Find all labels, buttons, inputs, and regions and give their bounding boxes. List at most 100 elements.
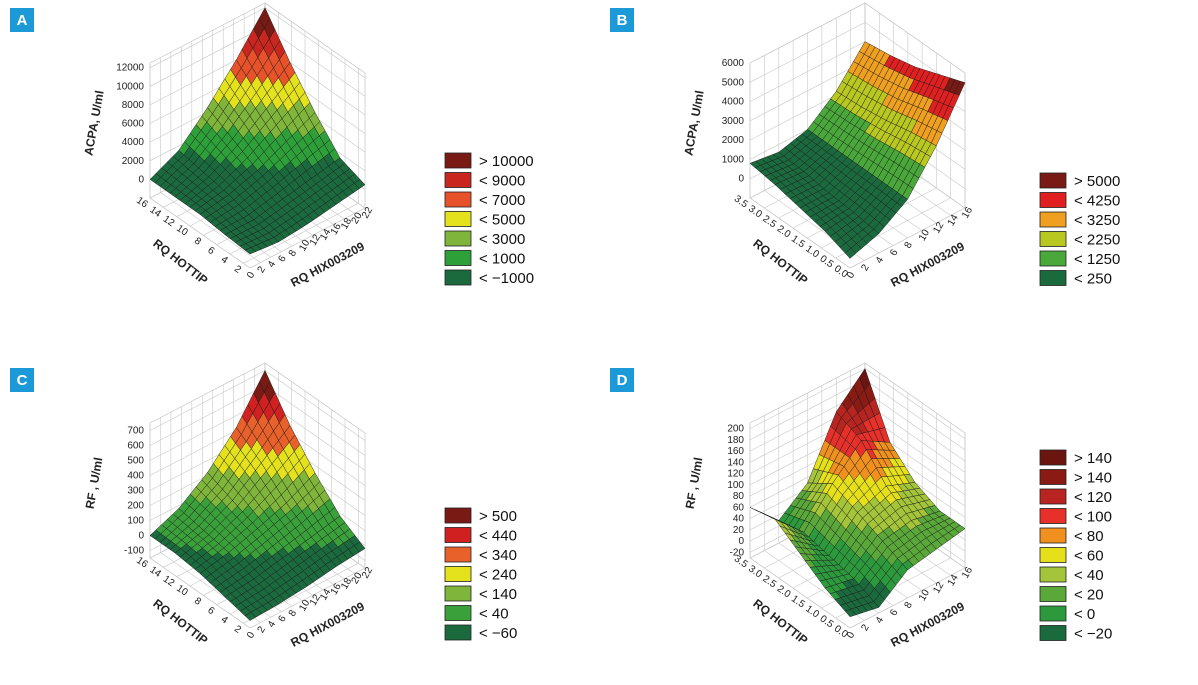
x-tick-label: 8 [192,596,203,608]
z-tick-label: 0 [738,174,744,185]
panel: B01000200030004000500060000.00.51.01.52.… [610,2,1120,290]
legend-label: < 250 [1074,271,1112,288]
y-tick-label: 22 [360,565,375,581]
y-tick-label: 10 [917,587,932,603]
surface-patch [244,247,257,255]
legend-label: < 40 [1074,567,1104,584]
legend-label: < 120 [1074,489,1112,506]
x-axis-title: RQ HOTTIP [150,596,210,647]
legend-swatch [444,624,472,641]
x-axis-title: RQ HOTTIP [150,236,210,287]
legend-swatch [444,269,472,286]
y-tick-label: 16 [329,581,344,597]
z-tick-label: -20 [730,547,745,558]
x-tick-label: 12 [161,574,177,590]
x-tick-label: 6 [205,245,216,257]
legend-swatch [1039,566,1067,583]
panel-badge [10,368,34,392]
legend-swatch [444,152,472,169]
legend-swatch [1039,449,1067,466]
y-tick-label: 16 [960,565,975,581]
legend-label: > 140 [1074,470,1112,487]
legend-label: < 9000 [479,173,525,190]
legend-label: < 3250 [1074,212,1120,229]
legend-swatch [444,507,472,524]
y-tick-label: 12 [308,232,323,248]
y-tick-label: 16 [960,205,975,221]
z-tick-label: 60 [733,502,745,513]
y-tick-label: 20 [350,210,365,226]
legend-label: > 10000 [479,153,534,170]
y-tick-label: 8 [903,600,916,611]
z-tick-label: 200 [127,501,144,512]
y-tick-label: 10 [917,227,932,243]
y-tick-label: 4 [266,259,279,270]
legend-label: < 3000 [479,231,525,248]
legend-label: < 1000 [479,251,525,268]
y-tick-label: 2 [859,262,872,273]
legend-swatch [444,172,472,188]
y-tick-label: 8 [287,608,300,619]
legend-swatch [1039,192,1067,208]
legend-label: < 240 [479,567,517,584]
y-tick-label: 12 [931,580,946,596]
y-tick-label: 22 [360,205,375,221]
legend-label: < 5000 [479,212,525,229]
z-tick-label: 0 [138,174,144,185]
legend-label: < 4250 [1074,193,1120,210]
legend-label: < 440 [479,528,517,545]
panel-label: C [17,372,28,389]
legend-swatch [444,605,472,621]
y-tick-label: 8 [903,240,916,251]
y-tick-label: 20 [350,570,365,586]
z-tick-label: 0 [138,531,144,542]
legend-swatch [1039,625,1067,641]
x-tick-label: 14 [147,204,163,220]
z-tick-label: 80 [733,491,745,502]
legend-swatch [1039,172,1067,189]
legend-label: < −1000 [479,270,534,287]
legend-swatch [1039,469,1067,485]
panel-label: A [17,12,28,29]
legend-label: < 2250 [1074,232,1120,249]
y-tick-label: 14 [318,227,333,243]
y-tick-label: 6 [276,613,289,624]
z-tick-label: 4000 [722,97,745,108]
legend-swatch [1039,547,1067,563]
legend-label: < −20 [1074,626,1112,643]
legend-swatch [444,585,472,602]
grid-line [764,415,865,621]
y-tick-label: 2 [859,622,872,633]
legend-swatch [444,250,472,266]
x-tick-label: 2 [232,264,243,276]
z-tick-label: 6000 [122,119,145,130]
legend-swatch [444,191,472,208]
z-tick-label: 160 [727,446,744,457]
legend-label: < 60 [1074,548,1104,565]
z-tick-label: 8000 [122,100,145,111]
legend-swatch [1039,605,1067,622]
x-tick-label: 16 [134,555,150,571]
y-tick-label: 6 [276,253,289,264]
x-tick-label: 6 [205,605,216,617]
x-tick-label: 4 [219,614,230,626]
x-tick-label: 14 [147,564,163,580]
legend-label: < 100 [1074,509,1112,526]
y-tick-label: 18 [339,576,354,592]
z-tick-label: 20 [733,525,745,536]
grid-line [749,423,851,629]
z-tick-label: 300 [127,486,144,497]
y-axis-title: RQ HIX003209 [888,239,967,290]
z-tick-label: 5000 [722,77,745,88]
z-tick-label: 0 [738,536,744,547]
z-tick-label: 3000 [722,116,745,127]
z-tick-label: 200 [727,424,744,435]
legend-swatch [1039,488,1067,505]
legend-swatch [444,211,472,227]
legend-swatch [444,527,472,543]
z-tick-label: 4000 [122,137,145,148]
z-tick-label: 12000 [116,63,144,74]
legend-label: < 80 [1074,528,1104,545]
z-tick-label: 400 [127,471,144,482]
z-tick-label: 120 [727,469,744,480]
